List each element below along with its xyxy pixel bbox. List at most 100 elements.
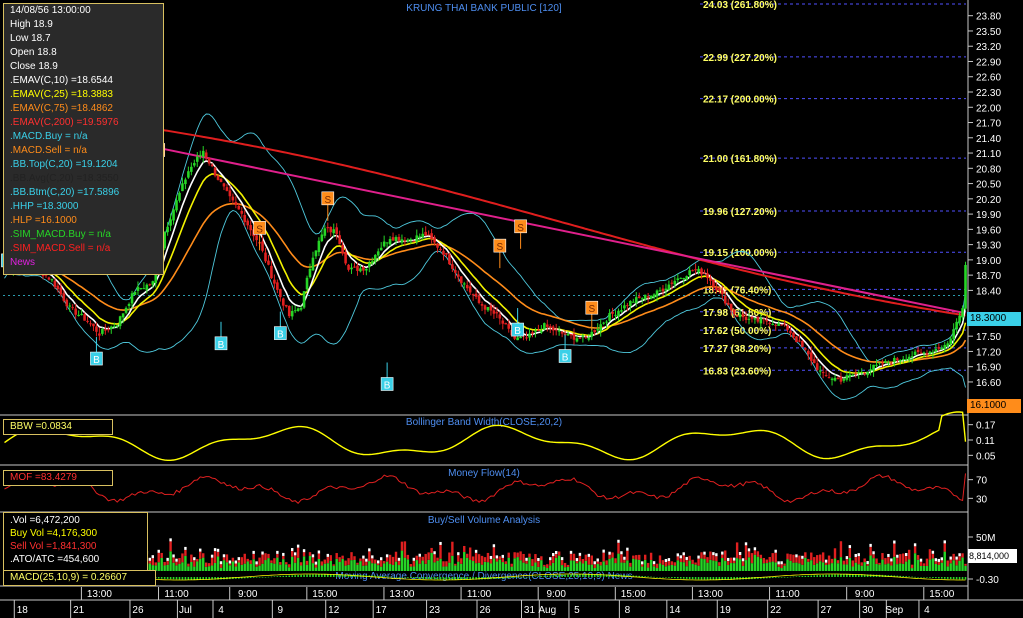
buy-volume-bar [919, 565, 923, 571]
macd-bar [347, 574, 350, 577]
sell-volume-bar [391, 556, 395, 565]
sell-volume-bar [454, 563, 457, 566]
fibonacci-label: 16.83 (23.60%) [703, 366, 771, 377]
sell-volume-bar [460, 558, 463, 564]
macd-bar [291, 575, 293, 577]
macd-bar [567, 574, 569, 577]
candle-body [857, 372, 861, 374]
candle-body [786, 325, 789, 330]
sell-volume-bar [569, 553, 573, 561]
macd-bar [768, 577, 771, 579]
macd-bar [504, 577, 507, 579]
buy-volume-bar [231, 561, 235, 571]
sell-volume-bar [406, 554, 410, 560]
indicator-row: .SIM_MACD.Buy = n/a [4, 228, 163, 242]
macd-bar [413, 577, 415, 579]
buy-volume-bar [460, 563, 463, 571]
macd-bar [528, 576, 531, 578]
candle-body [629, 301, 632, 307]
fibonacci-label: 19.96 (127.20%) [703, 207, 777, 218]
buy-volume-bar [329, 560, 332, 571]
ato-volume-bar [620, 551, 623, 555]
candle-body [106, 329, 110, 331]
indicator-value: =17.5896 [74, 187, 120, 198]
buy-volume-bar [724, 560, 727, 571]
candle-body [534, 330, 537, 332]
time-axis-hour-label: 13:00 [698, 589, 723, 600]
indicator-row: .HLP =16.1000 [4, 214, 163, 228]
indicator-label: .EMAV(C,25) [10, 89, 69, 100]
buy-volume-bar [207, 566, 211, 571]
buy-volume-bar [679, 562, 682, 571]
sell-volume-bar [759, 554, 763, 559]
info-date: 14/08/56 13:00:00 [10, 5, 91, 16]
buy-volume-bar [317, 558, 321, 571]
candle-body [365, 268, 368, 271]
sell-volume-bar [783, 563, 786, 566]
candle-body [359, 268, 362, 272]
macd-bar [418, 577, 421, 579]
ato-volume-bar [753, 547, 757, 551]
price-axis-label: 17.50 [976, 332, 1001, 343]
ato-volume-bar [210, 554, 214, 558]
sell-volume-bar [323, 559, 327, 564]
volume-axis-label: 50M [976, 533, 995, 544]
candle-body [457, 274, 460, 277]
sell-volume-bar [729, 557, 733, 564]
candle-body [462, 283, 466, 285]
candle-body [655, 290, 659, 297]
macd-bar [332, 574, 335, 577]
sell-volume-bar [679, 558, 682, 563]
buy-volume-bar [887, 563, 890, 571]
candle-body [928, 351, 932, 354]
sell-volume-bar [863, 558, 866, 563]
candle-body [204, 152, 208, 158]
buy-signal-marker [511, 322, 524, 337]
candle-body [124, 307, 128, 313]
sell-volume-bar [807, 558, 810, 562]
sell-volume-bar [774, 552, 777, 563]
macd-bar [424, 577, 427, 579]
candle-body [952, 329, 955, 340]
sell-volume-bar [311, 557, 315, 564]
buy-volume-bar [368, 561, 371, 571]
macd-bar [478, 577, 480, 580]
sell-volume-bar [504, 561, 507, 564]
buy-volume-bar [833, 558, 837, 571]
candle-body [643, 294, 647, 300]
ato-volume-bar [317, 550, 321, 554]
ato-volume-bar [311, 554, 315, 558]
buy-volume-bar [691, 563, 694, 571]
candle-body [323, 228, 327, 236]
sell-volume-bar [166, 560, 169, 565]
buy-volume-bar [293, 562, 297, 571]
sell-volume-bar [676, 556, 679, 561]
macd-bar [395, 577, 397, 578]
buy-volume-bar [175, 565, 178, 571]
macd-bar [816, 575, 819, 577]
candle-body [560, 331, 564, 334]
buy-volume-bar [646, 567, 650, 571]
macd-bar [955, 577, 958, 580]
sell-volume-bar [798, 555, 801, 564]
buy-volume-bar [584, 560, 588, 571]
sell-volume-bar [427, 552, 430, 560]
candle-body [626, 305, 629, 307]
candle-body [287, 305, 291, 317]
buy-volume-bar [649, 559, 653, 571]
candle-body [486, 307, 490, 311]
candle-body [940, 347, 944, 350]
indicator-label: .BB.Btm(C,20) [10, 187, 75, 198]
sell-volume-bar [350, 552, 353, 561]
buy-volume-bar [513, 558, 516, 571]
buy-volume-bar [489, 563, 493, 571]
buy-volume-bar [851, 566, 855, 571]
buy-volume-bar [519, 560, 522, 571]
ato-volume-bar [712, 552, 715, 556]
candle-body [198, 154, 202, 156]
macd-bar [217, 577, 219, 580]
buy-volume-bar [694, 564, 697, 571]
macd-bar [899, 575, 902, 577]
buy-volume-bar [572, 560, 576, 571]
